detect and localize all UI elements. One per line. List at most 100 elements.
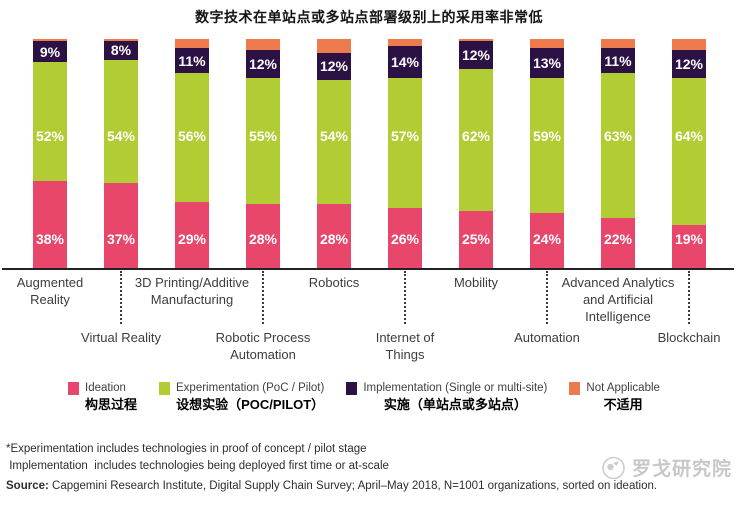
watermark-text: 罗戈研究院 — [631, 459, 732, 480]
value-label-ideation: 25% — [461, 231, 491, 247]
legend-swatch-experimentation-poc-pilot — [159, 382, 171, 395]
leader-line-robotic-process-automation — [262, 271, 264, 324]
segment-not-applicable — [175, 39, 209, 49]
segment-not-applicable — [246, 39, 280, 51]
category-label-advanced-analytics-and-artificial-intelligence: Advanced Analytics and Artificial Intell… — [561, 275, 675, 324]
category-label-robotics: Robotics — [308, 275, 360, 290]
legend-label-zh: 实施（单站点或多站点） — [383, 397, 527, 412]
value-label-implementation-single-or-multi-site: 11% — [604, 52, 632, 69]
segment-implementation-single-or-multi-site — [246, 50, 280, 78]
value-label-experimentation-poc-pilot: 54% — [106, 128, 136, 144]
stacked-bar-advanced-analytics-and-artificial-intelligence: 22% 63% 11% — [601, 39, 635, 268]
value-label-ideation: 19% — [674, 231, 704, 247]
segment-ideation — [104, 183, 138, 268]
stacked-bar-mobility: 25% 62% 12% — [459, 39, 493, 268]
value-label-implementation-single-or-multi-site: 12% — [461, 47, 491, 64]
stacked-bar-internet-of-things: 26% 57% 14% — [388, 39, 422, 268]
legend-item-implementation-single-or-multi-site: Implementation (Single or multi-site) 实施（… — [346, 381, 547, 414]
segment-implementation-single-or-multi-site — [104, 41, 138, 60]
category-label-robotic-process-automation: Robotic Process Automation — [215, 330, 311, 362]
value-label-implementation-single-or-multi-site: 8% — [110, 42, 132, 59]
segment-experimentation-poc-pilot — [175, 73, 209, 202]
value-label-ideation: 37% — [106, 231, 136, 247]
segment-not-applicable — [104, 39, 138, 42]
value-label-ideation: 28% — [319, 231, 349, 247]
segment-experimentation-poc-pilot — [246, 77, 280, 204]
value-label-implementation-single-or-multi-site: 14% — [390, 53, 420, 70]
segment-implementation-single-or-multi-site — [530, 48, 564, 78]
legend-label-en: Implementation (Single or multi-site) — [363, 382, 548, 394]
value-label-ideation: 28% — [248, 231, 278, 247]
category-label-augmented-reality: Augmented Reality — [16, 275, 84, 307]
segment-ideation — [388, 208, 422, 268]
value-label-implementation-single-or-multi-site: 12% — [674, 56, 704, 73]
segment-ideation — [175, 201, 209, 268]
source-text: Capgemini Research Institute, Digital Su… — [48, 480, 658, 492]
value-label-implementation-single-or-multi-site: 13% — [532, 55, 562, 72]
segment-experimentation-poc-pilot — [317, 80, 351, 204]
category-label-3d-printing-additive-manufacturing: 3D Printing/Additive Manufacturing — [134, 275, 250, 307]
value-label-implementation-single-or-multi-site: 12% — [248, 56, 278, 73]
value-label-experimentation-poc-pilot: 63% — [603, 128, 633, 144]
footnote-implementation: Implementation includes technologies bei… — [6, 460, 389, 472]
category-label-mobility: Mobility — [453, 275, 499, 290]
segment-implementation-single-or-multi-site — [175, 48, 209, 74]
value-label-ideation: 29% — [177, 231, 207, 247]
segment-implementation-single-or-multi-site — [601, 48, 635, 74]
stacked-bar-automation: 24% 59% 13% — [530, 39, 564, 268]
legend-label-en: Ideation — [85, 382, 126, 394]
legend-item-ideation: Ideation 构思过程 — [68, 381, 137, 414]
segment-ideation — [33, 180, 67, 268]
segment-ideation — [246, 203, 280, 268]
value-label-experimentation-poc-pilot: 55% — [248, 128, 278, 144]
value-label-implementation-single-or-multi-site: 12% — [319, 58, 349, 75]
legend-label-zh: 设想实验（POC/PILOT） — [176, 397, 325, 412]
legend-swatch-implementation-single-or-multi-site — [346, 382, 358, 395]
segment-ideation — [459, 210, 493, 268]
segment-ideation — [672, 224, 706, 268]
stacked-bar-augmented-reality: 38% 52% 9% — [33, 39, 67, 268]
legend-item-experimentation-poc-pilot: Experimentation (PoC / Pilot) 设想实验（POC/PI… — [159, 381, 324, 414]
legend-label-en: Not Applicable — [586, 382, 660, 394]
segment-experimentation-poc-pilot — [388, 77, 422, 209]
segment-experimentation-poc-pilot — [459, 68, 493, 211]
footnote-experimentation: *Experimentation includes technologies i… — [6, 443, 367, 455]
logo-icon — [600, 454, 627, 481]
legend-label-en: Experimentation (PoC / Pilot) — [176, 382, 325, 394]
legend: Ideation 构思过程 Experimentation (PoC / Pilot… — [68, 381, 660, 414]
value-label-ideation: 22% — [603, 231, 633, 247]
segment-experimentation-poc-pilot — [33, 61, 67, 181]
segment-experimentation-poc-pilot — [104, 59, 138, 184]
value-label-experimentation-poc-pilot: 52% — [35, 128, 65, 144]
legend-label-zh: 构思过程 — [85, 397, 138, 412]
x-axis-line — [2, 268, 734, 270]
leader-line-automation — [546, 271, 548, 324]
value-label-ideation: 24% — [532, 231, 562, 247]
source-line: Source: Capgemini Research Institute, Di… — [6, 480, 657, 492]
value-label-experimentation-poc-pilot: 54% — [319, 128, 349, 144]
legend-label-zh: 不适用 — [603, 397, 643, 412]
source-label: Source: — [6, 480, 49, 492]
segment-not-applicable — [672, 39, 706, 51]
category-label-blockchain: Blockchain — [657, 330, 721, 345]
legend-swatch-not-applicable — [569, 382, 581, 395]
category-label-internet-of-things: Internet of Things — [375, 330, 435, 362]
stacked-bar-blockchain: 19% 64% 12% — [672, 39, 706, 268]
legend-item-not-applicable: Not Applicable 不适用 — [569, 381, 660, 414]
chart-title: 数字技术在单站点或多站点部署级别上的采用率非常低 — [195, 9, 543, 25]
stacked-bar-robotics: 28% 54% 12% — [317, 39, 351, 268]
value-label-ideation: 38% — [35, 231, 65, 247]
segment-not-applicable — [317, 39, 351, 53]
segment-experimentation-poc-pilot — [672, 77, 706, 225]
category-label-virtual-reality: Virtual Reality — [81, 330, 161, 345]
value-label-ideation: 26% — [390, 231, 420, 247]
category-label-automation: Automation — [514, 330, 580, 345]
value-label-experimentation-poc-pilot: 57% — [390, 128, 420, 144]
plot-area: 38% 52% 9% Augmented Reality 37% 54% 8% Virtual… — [2, 39, 734, 362]
segment-experimentation-poc-pilot — [601, 73, 635, 218]
leader-line-virtual-reality — [120, 271, 122, 324]
segment-implementation-single-or-multi-site — [388, 45, 422, 78]
segment-not-applicable — [601, 39, 635, 49]
value-label-experimentation-poc-pilot: 64% — [674, 128, 704, 144]
